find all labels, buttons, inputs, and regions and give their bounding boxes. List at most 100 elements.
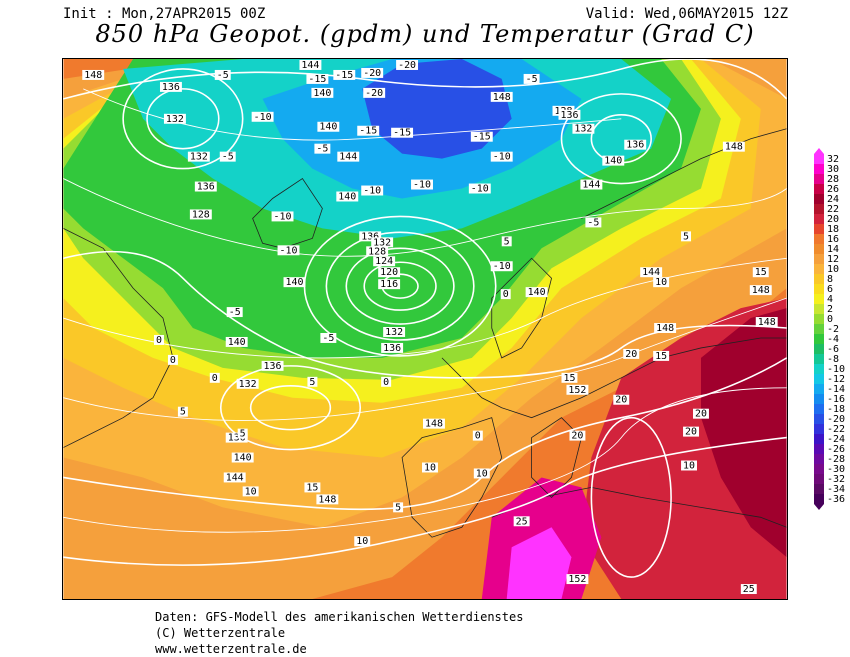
temperature-label-bg: [306, 73, 329, 84]
scale-value: -26: [827, 444, 845, 455]
temperature-label: -15: [393, 128, 411, 139]
temperature-label: -10: [493, 261, 511, 272]
geopotential-label-bg: [337, 151, 360, 162]
scale-swatch: [814, 304, 824, 314]
scale-arrow-top: [814, 148, 824, 154]
geopotential-label-bg: [525, 287, 548, 298]
scale-value: -14: [827, 384, 845, 395]
temperature-isolines: [63, 88, 787, 533]
scale-swatch: [814, 264, 824, 274]
init-time: Init : Mon,27APR2015 00Z: [63, 6, 266, 22]
geopotential-label: 132: [574, 124, 592, 135]
geopotential-label-bg: [317, 121, 340, 132]
temperature-label: 10: [683, 460, 695, 471]
scale-swatch: [814, 224, 824, 234]
geopotential-label-bg: [316, 494, 339, 505]
geopotential-label: 148: [725, 142, 743, 153]
scale-value: 14: [827, 244, 839, 255]
geopotential-label-bg: [189, 209, 212, 220]
temperature-label-bg: [333, 69, 356, 80]
scale-value: -20: [827, 414, 845, 425]
scale-swatch: [814, 414, 824, 424]
scale-swatch: [814, 254, 824, 264]
scale-value: 26: [827, 184, 839, 195]
temperature-label: 0: [383, 377, 389, 388]
temperature-label-bg: [490, 261, 513, 272]
temperature-label-bg: [167, 354, 178, 365]
temperature-label-bg: [271, 211, 294, 222]
scale-value: -22: [827, 424, 845, 435]
geopotential-label-bg: [373, 256, 396, 267]
geopotential-label-bg: [311, 87, 334, 98]
scale-swatch: [814, 484, 824, 494]
scale-value: -10: [827, 364, 845, 375]
geopotential-label: 136: [228, 433, 246, 444]
scale-value: -34: [827, 484, 845, 495]
temperature-labels: -15 -20-20-5-10-5-15-20-15-10-10-5-10-5-1…: [154, 60, 769, 595]
coastlines: [63, 128, 787, 538]
temperature-label-bg: [354, 536, 371, 547]
temperature-label-bg: [177, 406, 188, 417]
chart-title: 850 hPa Geopot. (gpdm) und Temperatur (G…: [95, 20, 755, 48]
geopotential-label: 128: [368, 246, 386, 257]
scale-value: 18: [827, 224, 839, 235]
temperature-label-bg: [501, 236, 512, 247]
geopotential-label: 140: [234, 453, 252, 464]
temperature-label-bg: [219, 151, 236, 162]
temperature-label-bg: [391, 127, 414, 138]
scale-value: 6: [827, 284, 833, 295]
temperature-label: 5: [309, 377, 315, 388]
temperature-label-bg: [472, 430, 483, 441]
geopotential-label-bg: [194, 181, 217, 192]
temperature-label: -5: [217, 70, 229, 81]
geopotential-label: 144: [339, 152, 357, 163]
geopotential-label-bg: [163, 113, 186, 124]
weather-map: 1481361321321281361441401401441361321241…: [62, 58, 788, 600]
temperature-label: -20: [365, 88, 383, 99]
scale-swatch: [814, 154, 824, 164]
temperature-label: -5: [229, 307, 241, 318]
temperature-label: 20: [615, 395, 627, 406]
geopotential-label-bg: [283, 277, 306, 288]
geopotential-label: 132: [385, 327, 403, 338]
scale-swatch: [814, 404, 824, 414]
footer-copyright: (C) Wetterzentrale: [155, 626, 286, 640]
footer: Daten: GFS-Modell des amerikanischen Wet…: [155, 609, 523, 657]
scale-swatch: [814, 244, 824, 254]
geopotential-label-bg: [749, 285, 772, 296]
temperature-label-bg: [304, 482, 321, 493]
scale-value: -8: [827, 354, 839, 365]
temperature-label-bg: [653, 277, 670, 288]
scale-swatch: [814, 334, 824, 344]
scale-value: -6: [827, 344, 839, 355]
temperature-label: -5: [316, 144, 328, 155]
geopotential-label-bg: [366, 246, 389, 257]
temperature-label-bg: [396, 59, 419, 70]
geopotential-label: 144: [582, 180, 600, 191]
scale-swatch: [814, 174, 824, 184]
scale-value: -16: [827, 394, 845, 405]
temperature-label-bg: [623, 348, 640, 359]
geopotential-label: 148: [758, 317, 776, 328]
temperature-label-bg: [361, 67, 384, 78]
temperature-label-bg: [381, 376, 392, 387]
scale-value: 16: [827, 234, 839, 245]
geopotential-label: 136: [560, 110, 578, 121]
geopotential-label-bg: [383, 327, 406, 337]
scale-swatch: [814, 394, 824, 404]
temperature-label: -5: [322, 333, 334, 344]
scale-value: 20: [827, 214, 839, 225]
temperature-label: 15: [563, 373, 575, 384]
temperature-label-bg: [473, 468, 490, 479]
geopotential-label-bg: [572, 123, 595, 134]
scale-swatch: [814, 314, 824, 324]
scale-value: -18: [827, 404, 845, 415]
temp-band-pink: [506, 527, 572, 599]
geopotential-label-bg: [566, 574, 589, 585]
geopotential-label-bg: [381, 342, 404, 353]
geopotential-label: 144: [642, 267, 660, 278]
temperature-label-bg: [363, 87, 386, 98]
geopotential-label: 132: [190, 152, 208, 163]
temperature-label-bg: [314, 143, 331, 154]
scale-swatch: [814, 284, 824, 294]
